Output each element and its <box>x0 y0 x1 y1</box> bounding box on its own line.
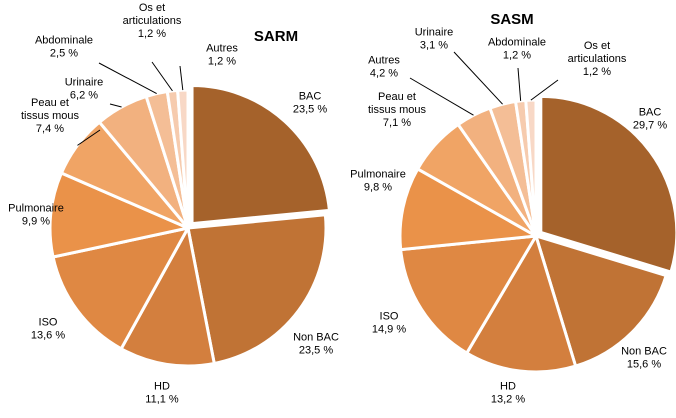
leader-lines-sarm <box>77 61 184 146</box>
pie-slice-pulmonaire <box>48 171 193 259</box>
leader-lines-sasm <box>409 51 559 116</box>
slice-label: Non BAC 23,5 % <box>293 332 339 357</box>
pie-slice-bac <box>539 94 676 274</box>
pie-slice-non-bac <box>186 213 328 366</box>
pie-slice-non-bac <box>533 233 668 368</box>
slice-label: Os et articulations 1,2 % <box>123 2 182 40</box>
chart-sarm: SARM BAC 23,5 % Non BAC 23,5 % HD 11,1 % ISO 13… <box>8 2 339 406</box>
pie-slices-sarm <box>48 84 332 368</box>
pie-slice-iso <box>51 225 191 351</box>
chart-title-sarm: SARM <box>254 28 298 45</box>
slice-label: BAC 23,5 % <box>293 91 327 116</box>
leader-line <box>179 65 184 91</box>
leader-line <box>409 77 474 116</box>
leader-line <box>530 79 559 101</box>
leader-line <box>77 129 101 146</box>
slice-label: Urinaire 6,2 % <box>65 77 104 102</box>
slice-label: Abdominale 2,5 % <box>35 35 93 60</box>
slice-label: Non BAC 15,6 % <box>621 346 667 371</box>
chart-title-sasm: SASM <box>490 11 533 28</box>
slice-label: Urinaire 3,1 % <box>415 27 454 52</box>
slice-label: BAC 29,7 % <box>633 107 667 132</box>
pie-slice-bac <box>190 84 332 226</box>
slice-labels-sasm: BAC 29,7 % Non BAC 15,6 % HD 13,2 % ISO 14,9 % P… <box>350 27 667 406</box>
pie-slice-iso <box>399 234 539 356</box>
slice-label: Peau et tissus mous 7,4 % <box>21 97 80 135</box>
slice-label: Autres 4,2 % <box>368 55 400 80</box>
slice-label: Peau et tissus mous 7,1 % <box>368 91 427 129</box>
leader-line <box>151 61 173 92</box>
slice-label: Pulmonaire 9,9 % <box>8 203 64 228</box>
slice-label: Os et articulations 1,2 % <box>568 40 627 78</box>
leader-line <box>517 67 522 101</box>
slice-labels-sarm: BAC 23,5 % Non BAC 23,5 % HD 11,1 % ISO 13,6 % P… <box>8 2 339 406</box>
leader-line <box>453 51 503 105</box>
pie-slice-pulmonaire <box>398 166 541 252</box>
leader-line <box>98 62 157 95</box>
pie-slice-hd <box>119 223 217 368</box>
slice-label: Abdominale 1,2 % <box>488 37 546 62</box>
slice-label: Autres 1,2 % <box>206 43 238 68</box>
slice-label: HD 11,1 % <box>145 381 179 406</box>
pie-slice-hd <box>464 232 578 374</box>
chart-sasm: SASM BAC 29,7 % Non BAC 15,6 % HD 13,2 % ISO 14… <box>350 11 676 406</box>
pie-slices-sasm <box>398 94 676 374</box>
slice-label: HD 13,2 % <box>491 381 525 406</box>
slice-label: Pulmonaire 9,8 % <box>350 169 406 194</box>
leader-line <box>109 103 122 108</box>
slice-label: ISO 14,9 % <box>372 311 406 336</box>
slice-label: ISO 13,6 % <box>31 317 65 342</box>
